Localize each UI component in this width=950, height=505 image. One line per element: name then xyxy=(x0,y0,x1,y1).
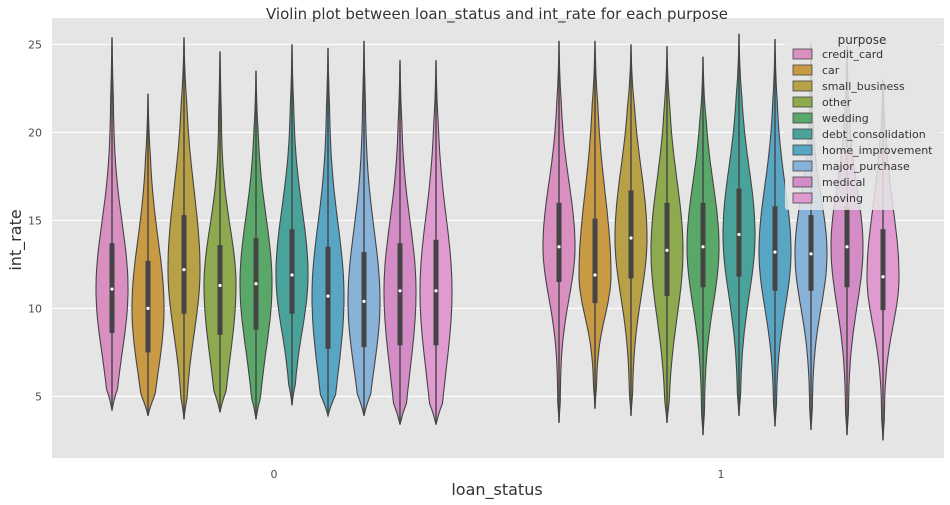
legend-swatch xyxy=(792,64,813,76)
violin-median xyxy=(434,289,438,293)
legend-swatch xyxy=(792,48,813,60)
violin-median xyxy=(218,283,222,288)
legend-swatch xyxy=(792,128,813,140)
legend-swatch xyxy=(792,144,813,156)
legend-label: small_business xyxy=(822,80,905,93)
violin-iqr-box xyxy=(433,239,439,346)
legend-label: major_purchase xyxy=(822,160,910,173)
violin-median xyxy=(290,273,294,277)
violin-median xyxy=(881,275,885,279)
legend-label: moving xyxy=(822,192,863,205)
violin-iqr-box xyxy=(325,246,331,349)
y-axis-label: int_rate xyxy=(6,209,26,270)
violin-median xyxy=(362,299,366,303)
violin-median xyxy=(845,245,849,249)
violin-median xyxy=(701,245,705,249)
violin-iqr-box xyxy=(289,229,295,314)
violin-median xyxy=(146,306,150,310)
violin-iqr-box xyxy=(397,243,403,346)
legend-label: debt_consolidation xyxy=(822,128,926,141)
legend-title: purpose xyxy=(838,33,887,47)
chart-title: Violin plot between loan_status and int_… xyxy=(266,5,728,24)
legend-label: car xyxy=(822,64,840,77)
legend-box xyxy=(785,30,941,210)
legend-swatch xyxy=(792,96,813,108)
x-axis-label: loan_status xyxy=(451,480,542,500)
legend-label: medical xyxy=(822,176,865,189)
violin-median xyxy=(557,245,561,249)
violin-median xyxy=(182,268,186,272)
legend-label: home_improvement xyxy=(822,144,933,157)
violin-iqr-box xyxy=(628,190,634,279)
violin-median xyxy=(254,282,258,286)
legend-label: wedding xyxy=(822,112,869,125)
y-tick-label: 10 xyxy=(28,302,42,315)
legend-swatch xyxy=(792,112,813,124)
y-tick-label: 25 xyxy=(28,38,42,51)
gridlines xyxy=(52,43,944,397)
y-tick-label: 20 xyxy=(28,126,42,139)
violin-iqr-box xyxy=(700,202,706,288)
violin-median xyxy=(737,232,741,237)
violin-median xyxy=(629,236,633,240)
violin-iqr-box xyxy=(592,218,598,304)
violin-iqr-box xyxy=(736,188,742,277)
legend-swatch xyxy=(792,192,813,204)
y-tick-label: 15 xyxy=(28,214,42,227)
violin-median xyxy=(110,287,114,291)
violin-iqr-box xyxy=(772,206,778,291)
legend-swatch xyxy=(792,80,813,92)
y-tick-labels: 5 10 15 20 25 xyxy=(28,38,42,403)
violin-median xyxy=(593,273,597,277)
legend-swatch xyxy=(792,160,813,172)
violin-iqr-box xyxy=(361,252,367,348)
legend-label: credit_card xyxy=(822,48,883,61)
violins xyxy=(95,33,900,441)
x-tick-label: 1 xyxy=(718,468,725,481)
violin-median xyxy=(326,294,330,298)
violin-iqr-box xyxy=(556,202,562,282)
y-tick-label: 5 xyxy=(35,390,42,403)
violin-median xyxy=(665,248,669,252)
violin-iqr-box xyxy=(181,215,187,314)
x-tick-label: 0 xyxy=(271,468,278,481)
legend-swatch xyxy=(792,176,813,188)
violin-iqr-box xyxy=(145,260,151,353)
legend-label: other xyxy=(822,96,852,109)
violin-median xyxy=(773,250,777,254)
violin-median xyxy=(398,289,402,293)
violin-iqr-box xyxy=(880,229,886,311)
violin-iqr-box xyxy=(217,245,223,335)
violin-median xyxy=(809,252,813,256)
